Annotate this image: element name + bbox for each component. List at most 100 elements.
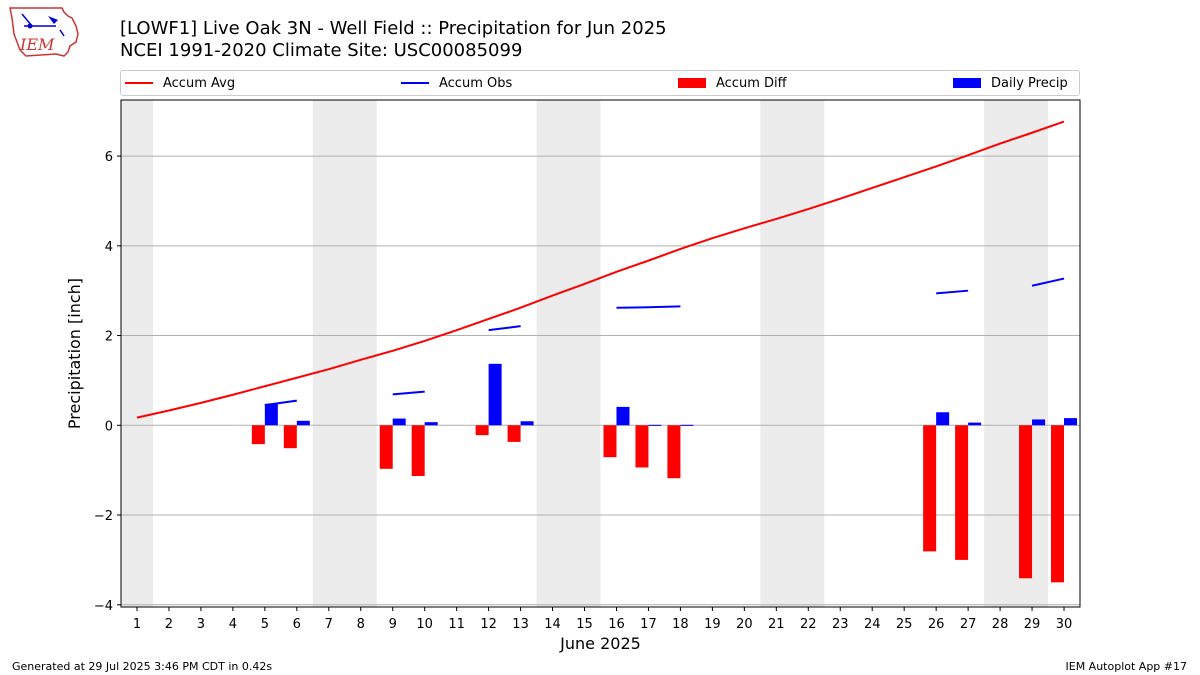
diff-bar-day-10 (411, 425, 425, 476)
daily-bar-day-13 (520, 421, 534, 426)
x-tick-label: 24 (864, 617, 881, 632)
legend-swatch-accum-diff (678, 78, 706, 88)
legend-label-accum-avg: Accum Avg (163, 75, 236, 91)
y-axis: −4 −2 0 2 4 6 (94, 150, 121, 614)
series-line-accum-obs (1031, 277, 1065, 287)
legend-swatch-accum-avg (125, 82, 153, 84)
x-tick-label: 28 (992, 617, 1009, 632)
daily-bar-day-27 (968, 422, 982, 426)
x-tick-label: 17 (640, 617, 657, 632)
diff-bar-day-16 (603, 425, 617, 458)
daily-bar-day-9 (392, 418, 406, 426)
legend-swatch-daily-precip (953, 78, 981, 88)
generated-timestamp: Generated at 29 Jul 2025 3:46 PM CDT in … (12, 660, 273, 673)
y-tick-label: −2 (94, 509, 113, 524)
x-tick-label: 15 (576, 617, 593, 632)
y-tick-label: 0 (105, 419, 113, 434)
legend-item-accum-diff: Accum Diff (678, 71, 787, 95)
chart-subtitle: NCEI 1991-2020 Climate Site: USC00085099 (120, 40, 523, 61)
x-tick-label: 27 (960, 617, 977, 632)
x-tick-label: 7 (325, 617, 333, 632)
diff-bar-day-5 (251, 425, 265, 445)
diff-bar-day-17 (635, 425, 649, 468)
legend: Accum Avg Accum Obs Accum Diff Daily Pre… (120, 70, 1080, 96)
x-tick-label: 5 (261, 617, 269, 632)
series-line-accum-obs (488, 325, 521, 332)
x-tick-label: 10 (416, 617, 433, 632)
diff-bar-day-29 (1019, 425, 1033, 579)
weekend-band-3 (760, 100, 825, 607)
legend-label-accum-diff: Accum Diff (716, 75, 787, 91)
legend-item-accum-obs: Accum Obs (401, 71, 512, 95)
legend-item-accum-avg: Accum Avg (125, 71, 235, 95)
y-tick-label: −4 (94, 599, 113, 614)
series-line-accum-obs (264, 399, 297, 407)
y-tick-label: 2 (105, 330, 113, 345)
x-tick-label: 12 (480, 617, 497, 632)
series-line-accum-obs (936, 289, 969, 295)
daily-bar-day-29 (1032, 419, 1046, 426)
x-tick-label: 19 (704, 617, 721, 632)
weekend-band-0 (121, 100, 153, 607)
daily-bar-day-26 (936, 412, 950, 426)
x-tick-label: 20 (736, 617, 753, 632)
x-tick-label: 4 (229, 617, 237, 632)
legend-label-accum-obs: Accum Obs (439, 75, 513, 91)
daily-bar-day-5 (264, 403, 278, 426)
x-tick-label: 18 (672, 617, 689, 632)
daily-bar-day-6 (296, 420, 310, 426)
x-axis-label: June 2025 (559, 634, 641, 653)
x-tick-label: 13 (512, 617, 529, 632)
x-tick-label: 6 (293, 617, 301, 632)
x-tick-label: 22 (800, 617, 817, 632)
weekend-shading (121, 100, 1049, 607)
x-tick-label: 23 (832, 617, 849, 632)
series-line-accum-obs (616, 305, 681, 309)
series-line-accum-avg (136, 120, 1065, 419)
x-tick-label: 8 (357, 617, 365, 632)
legend-item-daily-precip: Daily Precip (953, 71, 1068, 95)
app-credit: IEM Autoplot App #17 (1065, 660, 1188, 673)
diff-bar-day-9 (379, 425, 393, 469)
weekend-band-1 (312, 100, 377, 607)
diff-bar-day-27 (955, 425, 969, 560)
logo-text: IEM (19, 35, 55, 54)
y-tick-label: 6 (105, 150, 113, 165)
legend-swatch-accum-obs (401, 82, 429, 84)
y-tick-label: 4 (105, 240, 113, 255)
legend-label-daily-precip: Daily Precip (991, 75, 1068, 91)
diff-bar-day-30 (1051, 425, 1065, 583)
weekend-band-2 (536, 100, 601, 607)
x-tick-label: 25 (896, 617, 913, 632)
x-tick-label: 16 (608, 617, 625, 632)
x-tick-label: 14 (544, 617, 561, 632)
daily-bar-day-10 (424, 422, 438, 426)
x-tick-label: 1 (133, 617, 141, 632)
diff-bar-day-13 (507, 425, 521, 442)
x-axis: 1 2 3 4 5 6 7 8 9 10 11 12 13 14 15 16 17 18 19 20 21 22 23 24 2… (133, 607, 1072, 632)
x-tick-label: 21 (768, 617, 785, 632)
x-tick-label: 3 (197, 617, 205, 632)
weekend-band-4 (984, 100, 1049, 607)
daily-bar-day-30 (1064, 418, 1078, 426)
x-tick-label: 2 (165, 617, 173, 632)
x-tick-label: 29 (1024, 617, 1041, 632)
plot-frame (120, 99, 1081, 608)
daily-bar-day-16 (616, 406, 630, 426)
x-tick-label: 30 (1056, 617, 1073, 632)
chart-title: [LOWF1] Live Oak 3N - Well Field :: Prec… (120, 18, 667, 39)
diff-bar-day-18 (667, 425, 681, 479)
grid-lines (121, 155, 1080, 606)
diff-bar-day-26 (923, 425, 937, 552)
daily-bar-day-12 (488, 363, 502, 426)
daily-bar-day-17 (648, 424, 662, 426)
x-tick-label: 26 (928, 617, 945, 632)
line-series (136, 120, 1065, 419)
bar-series (251, 363, 1078, 583)
series-line-accum-obs (392, 390, 425, 396)
x-tick-label: 11 (448, 617, 465, 632)
diff-bar-day-12 (475, 425, 489, 436)
y-axis-label: Precipitation [inch] (65, 278, 84, 429)
iem-logo: IEM (9, 7, 79, 57)
